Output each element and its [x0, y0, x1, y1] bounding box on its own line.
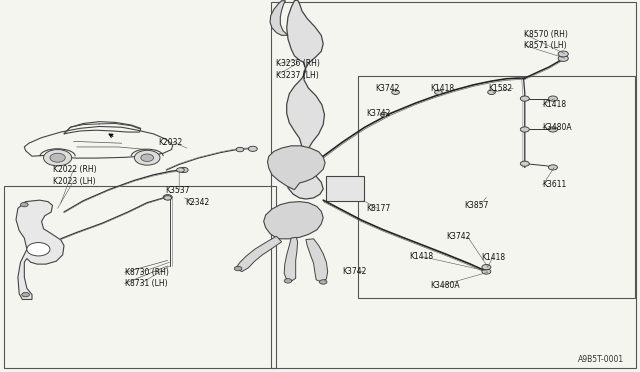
Circle shape — [179, 167, 188, 173]
Bar — [358, 76, 635, 298]
Circle shape — [380, 112, 388, 117]
Text: K3537: K3537 — [165, 186, 189, 195]
Circle shape — [284, 279, 292, 283]
Text: K3742: K3742 — [376, 84, 400, 93]
Circle shape — [134, 150, 160, 165]
Text: K1418: K1418 — [481, 253, 506, 262]
Polygon shape — [287, 0, 324, 199]
Text: K2342: K2342 — [186, 198, 210, 207]
Polygon shape — [264, 202, 323, 239]
Text: K3480A: K3480A — [430, 281, 460, 290]
Ellipse shape — [289, 214, 303, 226]
Circle shape — [248, 146, 257, 151]
Polygon shape — [270, 1, 288, 35]
Text: K1418: K1418 — [410, 252, 434, 261]
Circle shape — [177, 168, 184, 172]
Text: K1418: K1418 — [543, 100, 567, 109]
Circle shape — [164, 196, 172, 200]
Circle shape — [548, 96, 557, 101]
Circle shape — [236, 147, 244, 152]
Polygon shape — [16, 200, 64, 299]
Text: K3742: K3742 — [447, 232, 471, 241]
Polygon shape — [236, 236, 282, 272]
Circle shape — [520, 96, 529, 101]
Circle shape — [44, 150, 72, 166]
Text: A9B5T-0001: A9B5T-0001 — [578, 355, 624, 364]
Text: K8570 (RH): K8570 (RH) — [524, 30, 568, 39]
Text: K8571 (LH): K8571 (LH) — [524, 41, 566, 50]
Text: K2022 (RH): K2022 (RH) — [53, 165, 97, 174]
Polygon shape — [284, 237, 298, 281]
Polygon shape — [326, 176, 364, 201]
Text: K3611: K3611 — [543, 180, 567, 189]
Text: K3480A: K3480A — [543, 123, 572, 132]
Circle shape — [482, 269, 491, 274]
Circle shape — [27, 243, 50, 256]
Polygon shape — [268, 146, 325, 190]
Text: K3742: K3742 — [366, 109, 390, 118]
Circle shape — [20, 202, 28, 207]
Text: K3237 (LH): K3237 (LH) — [276, 71, 319, 80]
Circle shape — [50, 153, 65, 162]
Text: K3236 (RH): K3236 (RH) — [276, 60, 321, 68]
Text: K8177: K8177 — [366, 204, 390, 213]
Circle shape — [520, 161, 529, 166]
Text: K1582: K1582 — [488, 84, 513, 93]
Circle shape — [22, 292, 29, 297]
Ellipse shape — [285, 157, 304, 172]
Bar — [4, 186, 276, 368]
Text: K8730 (RH): K8730 (RH) — [125, 268, 169, 277]
Circle shape — [435, 90, 442, 94]
Polygon shape — [306, 239, 328, 282]
Circle shape — [548, 165, 557, 170]
Circle shape — [392, 90, 399, 94]
Circle shape — [488, 90, 495, 94]
Circle shape — [520, 127, 529, 132]
Circle shape — [163, 195, 172, 200]
Text: K3742: K3742 — [342, 267, 367, 276]
Circle shape — [482, 264, 491, 270]
Circle shape — [558, 51, 568, 57]
Circle shape — [141, 154, 154, 161]
Circle shape — [234, 266, 242, 271]
Text: K3857: K3857 — [464, 201, 488, 210]
Text: K8731 (LH): K8731 (LH) — [125, 279, 168, 288]
Text: K1418: K1418 — [430, 84, 454, 93]
Circle shape — [558, 55, 568, 61]
Text: K2032: K2032 — [159, 138, 183, 147]
Bar — [271, 2, 636, 368]
Circle shape — [548, 127, 557, 132]
Circle shape — [319, 280, 327, 284]
Text: K2023 (LH): K2023 (LH) — [53, 177, 96, 186]
